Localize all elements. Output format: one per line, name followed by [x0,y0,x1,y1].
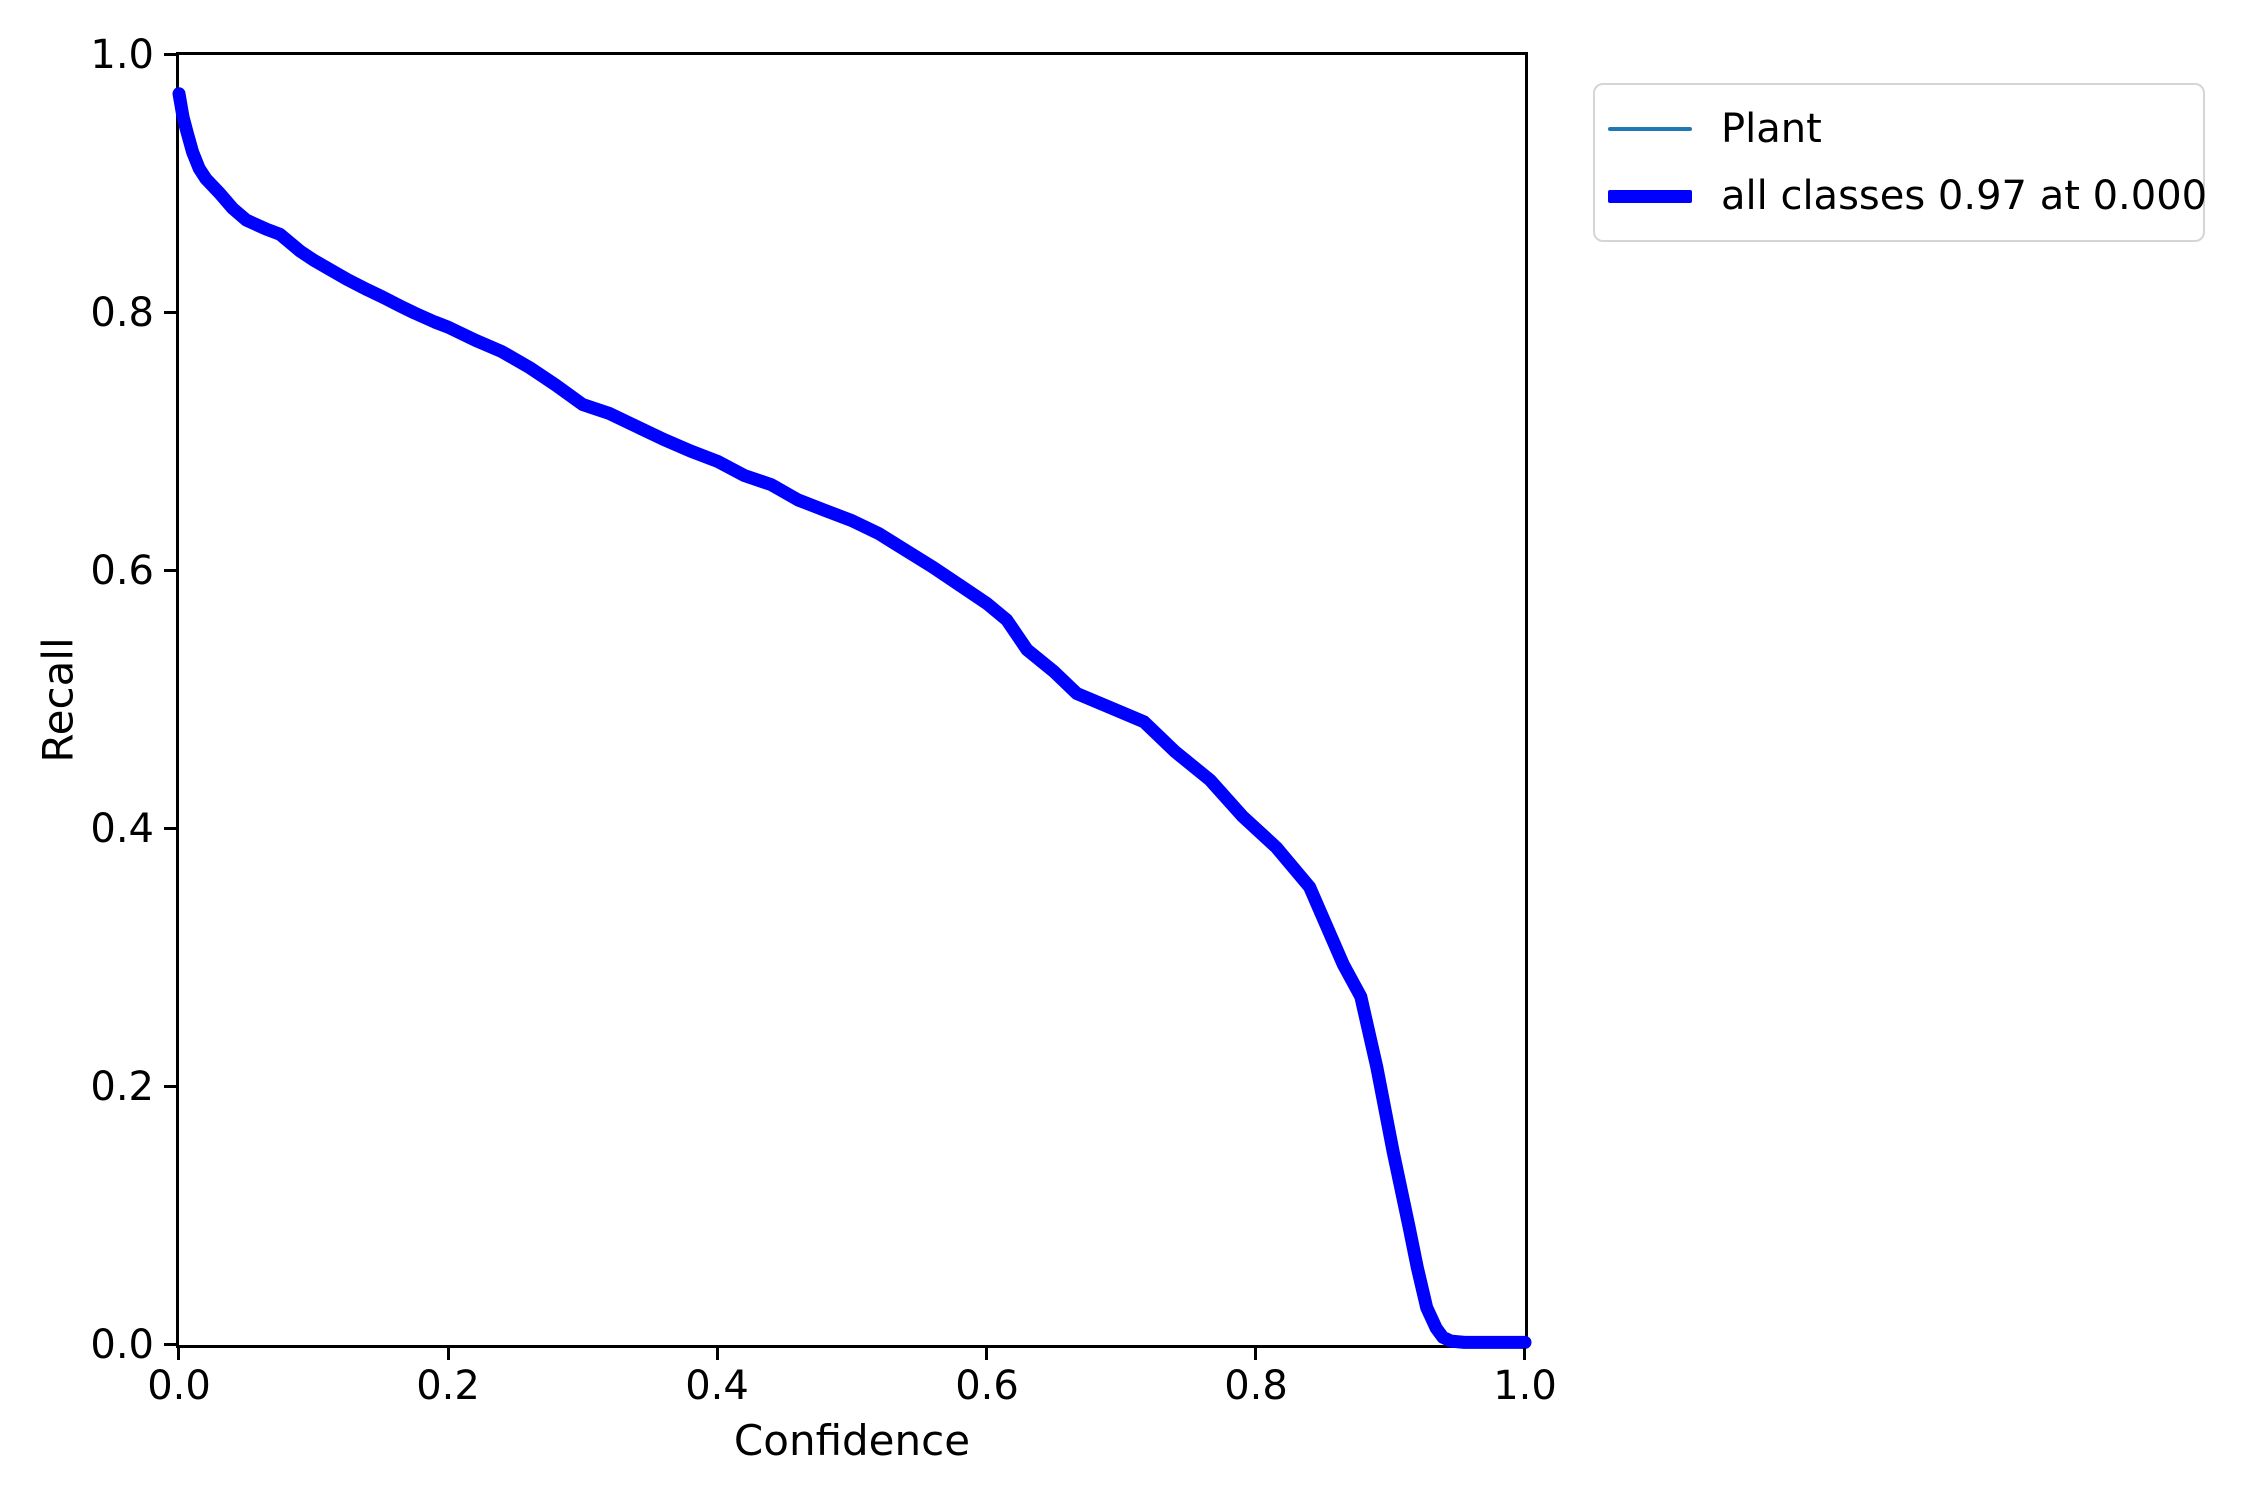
legend-line-sample-all-classes [1608,189,1692,203]
y-axis-label: Recall [33,637,83,763]
y-tick-label: 0.4 [90,806,154,852]
y-tick-label: 0.2 [90,1064,154,1110]
y-tick-label: 0.8 [90,290,154,336]
x-tick-mark [985,1348,988,1360]
x-tick-label: 0.0 [147,1363,211,1409]
y-tick-mark [164,311,176,314]
axes-frame [176,52,1528,1348]
plot-curves [172,87,1532,1349]
y-tick-mark [164,827,176,830]
y-tick-label: 0.0 [90,1322,154,1368]
x-axis-label: Confidence [733,1416,971,1465]
x-tick-label: 0.2 [416,1363,480,1409]
legend: Plant all classes 0.97 at 0.000 [1593,83,2207,242]
y-tick-label: 1.0 [90,32,154,78]
legend-line-sample-plant [1608,127,1692,131]
y-tick-label: 0.6 [90,548,154,594]
x-tick-label: 0.4 [685,1363,749,1409]
legend-row-plant: Plant [1608,106,2203,152]
x-tick-mark [447,1348,450,1360]
x-tick-mark [1523,1348,1526,1360]
y-tick-mark [164,569,176,572]
x-tick-mark [716,1348,719,1360]
legend-label-all-classes: all classes 0.97 at 0.000 [1721,173,2208,219]
legend-label-plant: Plant [1721,106,1822,152]
x-tick-mark [1254,1348,1257,1360]
x-tick-label: 0.6 [955,1363,1019,1409]
x-tick-mark [177,1348,180,1360]
y-tick-mark [164,1085,176,1088]
y-tick-mark [164,53,176,56]
legend-row-all-classes: all classes 0.97 at 0.000 [1608,173,2207,219]
x-tick-label: 0.8 [1224,1363,1288,1409]
x-tick-label: 1.0 [1493,1363,1557,1409]
y-tick-mark [164,1343,176,1346]
